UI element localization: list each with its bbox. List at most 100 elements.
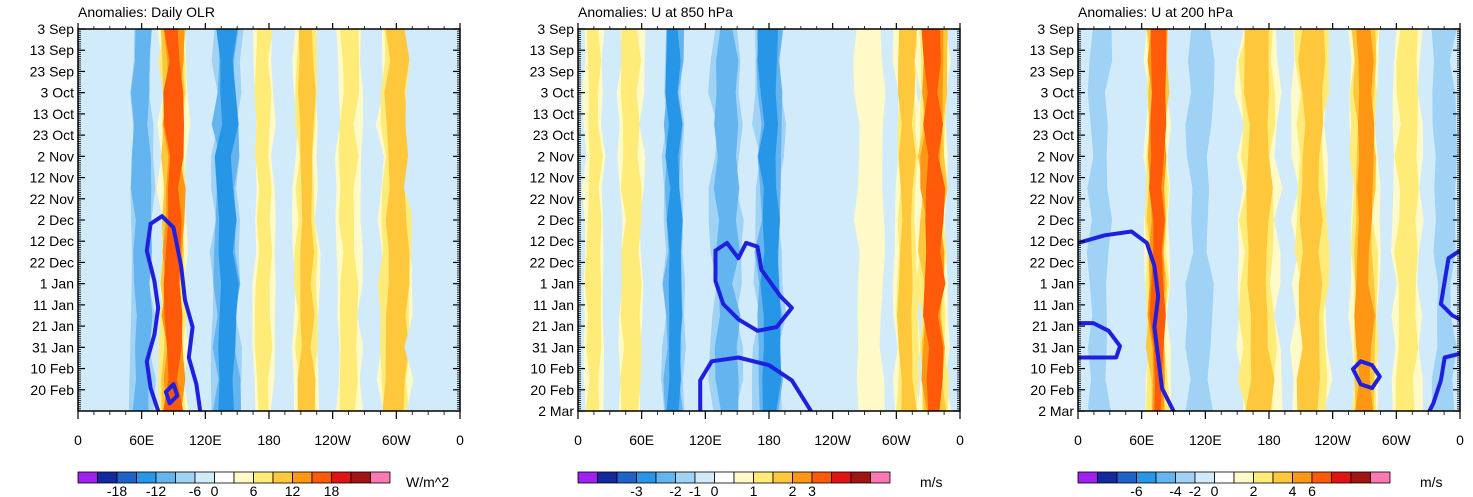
y-tick-label: 2 Nov [1037, 148, 1074, 164]
colorbar-label: -4 [1169, 483, 1182, 497]
x-tick-label: 180 [757, 432, 781, 448]
colorbar-swatch [616, 471, 637, 484]
y-tick-label: 23 Oct [533, 127, 574, 143]
colorbar-swatch [733, 471, 754, 484]
y-tick-label: 21 Jan [1032, 318, 1074, 334]
colorbar-swatch [1233, 471, 1254, 484]
y-tick-label: 23 Sep [1030, 63, 1075, 79]
y-tick-label: 2 Nov [37, 148, 74, 164]
heatmap-band-5 [297, 29, 316, 411]
colorbar-swatch [1350, 471, 1371, 484]
heatmap-band-5 [757, 29, 782, 411]
y-tick-label: 3 Sep [37, 21, 74, 37]
contour-line [1351, 359, 1382, 391]
heatmap-field [578, 29, 960, 411]
colorbar-swatch [1194, 471, 1215, 484]
colorbar-swatch [350, 471, 371, 484]
heatmap-band-2 [620, 29, 642, 411]
colorbar-label: 18 [324, 483, 340, 497]
colorbar-swatch [370, 471, 391, 484]
heatmap-band-1 [1086, 29, 1113, 411]
y-tick-label: 20 Feb [30, 382, 74, 398]
colorbar-swatch [136, 471, 157, 484]
y-tick-label: 31 Jan [1032, 339, 1074, 355]
colorbar-units: W/m^2 [406, 474, 449, 490]
contour-line [148, 214, 203, 411]
colorbar-label: -6 [189, 483, 202, 497]
colorbar-label: 2 [1250, 483, 1258, 497]
y-tick-label: 31 Jan [532, 339, 574, 355]
chart-title: Anomalies: U at 850 hPa [578, 4, 733, 20]
y-tick-label: 23 Sep [530, 63, 575, 79]
y-tick-label: 13 Oct [533, 106, 574, 122]
y-tick-label: 23 Oct [33, 127, 74, 143]
y-tick-label: 12 Dec [530, 233, 574, 249]
contour-line [1078, 321, 1122, 360]
x-tick-label: 120W [814, 432, 851, 448]
heatmap-band-1 [130, 29, 153, 411]
contour-line [713, 240, 794, 333]
colorbar-swatch [311, 471, 332, 484]
colorbar-label: -2 [1189, 483, 1202, 497]
chart-title: Anomalies: Daily OLR [78, 4, 215, 20]
colorbar-swatch [97, 471, 118, 484]
colorbar-swatch [175, 471, 196, 484]
y-tick-label: 22 Nov [530, 191, 574, 207]
y-tick-label: 21 Jan [532, 318, 574, 334]
colorbar: -3 -2 -1 0 1 2 3 m/s [577, 471, 943, 497]
y-tick-label: 3 Oct [41, 85, 75, 101]
colorbar-swatch [1116, 471, 1137, 484]
colorbar-swatch [1214, 471, 1235, 484]
heatmap-field [78, 29, 460, 411]
y-tick-label: 1 Jan [40, 276, 74, 292]
y-tick-label: 2 Mar [538, 403, 574, 419]
heatmap-band-4 [254, 29, 273, 411]
colorbar-swatch [272, 471, 293, 484]
colorbar-label: -1 [689, 483, 702, 497]
y-tick-label: 2 Nov [537, 148, 574, 164]
colorbar-label: 6 [250, 483, 258, 497]
colorbar-label: -12 [146, 483, 166, 497]
colorbar-swatch [116, 471, 137, 484]
contour-line [698, 355, 813, 411]
colorbar-swatch [1253, 471, 1274, 484]
colorbar-swatch [1311, 471, 1332, 484]
y-tick-label: 22 Dec [30, 254, 74, 270]
colorbar-label: 0 [211, 483, 219, 497]
colorbar-units: m/s [1420, 474, 1443, 490]
y-tick-label: 11 Jan [33, 297, 74, 313]
x-tick-label: 120E [189, 432, 222, 448]
colorbar-swatch [214, 471, 235, 484]
heatmap-band-2 [163, 29, 185, 411]
x-tick-label: 180 [257, 432, 281, 448]
x-tick-label: 120W [1314, 432, 1351, 448]
y-tick-label: 31 Jan [32, 339, 74, 355]
colorbar-swatch [694, 471, 715, 484]
contour-line [163, 382, 180, 406]
colorbar-swatch [577, 471, 598, 484]
y-tick-label: 20 Feb [1030, 382, 1074, 398]
y-tick-label: 1 Jan [1040, 276, 1074, 292]
y-tick-label: 12 Nov [530, 170, 574, 186]
contour-line [144, 221, 161, 411]
colorbar-label: 6 [1308, 483, 1316, 497]
x-tick-label: 60E [129, 432, 154, 448]
y-tick-label: 2 Dec [37, 212, 74, 228]
x-tick-label: 120W [314, 432, 351, 448]
heatmap-band-3 [665, 29, 683, 411]
colorbar-label: 1 [750, 483, 758, 497]
heatmap-band-9 [921, 29, 946, 411]
colorbar-label: 12 [285, 483, 301, 497]
colorbar-swatch [253, 471, 274, 484]
x-tick-label: 120E [689, 432, 722, 448]
colorbar-label: 2 [789, 483, 797, 497]
y-tick-label: 12 Dec [1030, 233, 1074, 249]
chart-title: Anomalies: U at 200 hPa [1078, 4, 1233, 20]
colorbar-label: 0 [711, 483, 719, 497]
colorbar-swatch [850, 471, 871, 484]
x-tick-label: 60E [629, 432, 654, 448]
heatmap-band-3 [214, 29, 239, 411]
